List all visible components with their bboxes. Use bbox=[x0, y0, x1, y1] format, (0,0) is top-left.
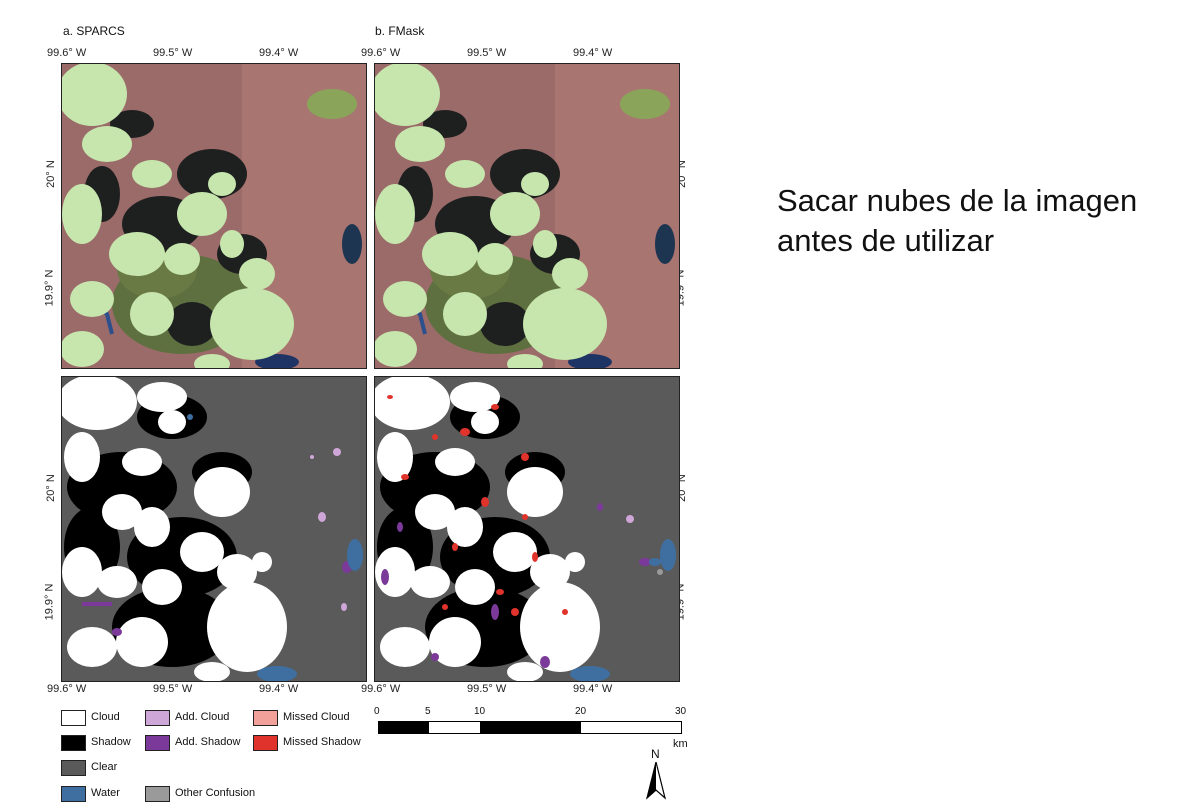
legend-label-clear: Clear bbox=[91, 761, 118, 773]
legend-swatch-missed-shadow bbox=[253, 735, 278, 751]
legend-label-water: Water bbox=[91, 787, 120, 799]
legend-label-other-confusion: Other Confusion bbox=[175, 787, 256, 799]
legend-swatch-clear bbox=[61, 760, 86, 776]
cloud-mask-fmask bbox=[374, 376, 680, 682]
legend-swatch-water bbox=[61, 786, 86, 802]
satellite-image-fmask bbox=[374, 63, 680, 369]
scale-unit: km bbox=[673, 738, 688, 750]
lon-tick-bottom-left-1: 99.6° W bbox=[47, 683, 87, 695]
lon-tick-bottom-right-1: 99.6° W bbox=[361, 683, 401, 695]
scale-bar-segment-1 bbox=[379, 722, 429, 733]
lat-tick-left-199-top: 19.9° N bbox=[43, 269, 56, 307]
lon-tick-top-left-2: 99.5° W bbox=[153, 47, 193, 59]
legend-label-add-shadow: Add. Shadow bbox=[175, 736, 241, 748]
slide-text-line-1: Sacar nubes de la imagen bbox=[777, 183, 1138, 218]
slide-text: Sacar nubes de la imagen antes de utiliz… bbox=[777, 181, 1137, 261]
legend-swatch-shadow bbox=[61, 735, 86, 751]
lon-tick-top-left-1: 99.6° W bbox=[47, 47, 87, 59]
legend-label-cloud: Cloud bbox=[91, 711, 120, 723]
legend-swatch-cloud bbox=[61, 710, 86, 726]
lon-tick-bottom-right-3: 99.4° W bbox=[573, 683, 613, 695]
legend-swatch-add-shadow bbox=[145, 735, 170, 751]
lon-tick-bottom-left-2: 99.5° W bbox=[153, 683, 193, 695]
panel-title-fmask: b. FMask bbox=[375, 24, 425, 38]
legend-label-shadow: Shadow bbox=[91, 736, 131, 748]
north-label: N bbox=[651, 747, 660, 761]
slide-text-line-2: antes de utilizar bbox=[777, 223, 995, 258]
lon-tick-bottom-left-3: 99.4° W bbox=[259, 683, 299, 695]
scale-tick-30: 30 bbox=[675, 706, 687, 717]
scale-bar-frame bbox=[378, 721, 682, 734]
lon-tick-bottom-right-2: 99.5° W bbox=[467, 683, 507, 695]
legend-label-missed-shadow: Missed Shadow bbox=[283, 736, 361, 748]
scale-tick-0: 0 bbox=[374, 706, 380, 717]
panel-title-sparcs: a. SPARCS bbox=[63, 24, 125, 38]
satellite-image-sparcs bbox=[61, 63, 367, 369]
lat-tick-left-20-top: 20° N bbox=[44, 160, 57, 188]
legend-swatch-other-confusion bbox=[145, 786, 170, 802]
cloud-mask-sparcs bbox=[61, 376, 367, 682]
legend-label-add-cloud: Add. Cloud bbox=[175, 711, 230, 723]
scale-tick-20: 20 bbox=[575, 706, 587, 717]
lon-tick-top-right-2: 99.5° W bbox=[467, 47, 507, 59]
lon-tick-top-right-3: 99.4° W bbox=[573, 47, 613, 59]
lat-tick-left-199-bottom: 19.9° N bbox=[43, 583, 56, 621]
scale-tick-10: 10 bbox=[474, 706, 486, 717]
lat-tick-left-20-bottom: 20° N bbox=[44, 474, 57, 502]
scale-bar-segment-3 bbox=[480, 722, 581, 733]
north-arrow-icon bbox=[645, 762, 667, 800]
scale-tick-5: 5 bbox=[425, 706, 431, 717]
lon-tick-top-right-1: 99.6° W bbox=[361, 47, 401, 59]
lon-tick-top-left-3: 99.4° W bbox=[259, 47, 299, 59]
legend-swatch-missed-cloud bbox=[253, 710, 278, 726]
legend-label-missed-cloud: Missed Cloud bbox=[283, 711, 350, 723]
legend-swatch-add-cloud bbox=[145, 710, 170, 726]
